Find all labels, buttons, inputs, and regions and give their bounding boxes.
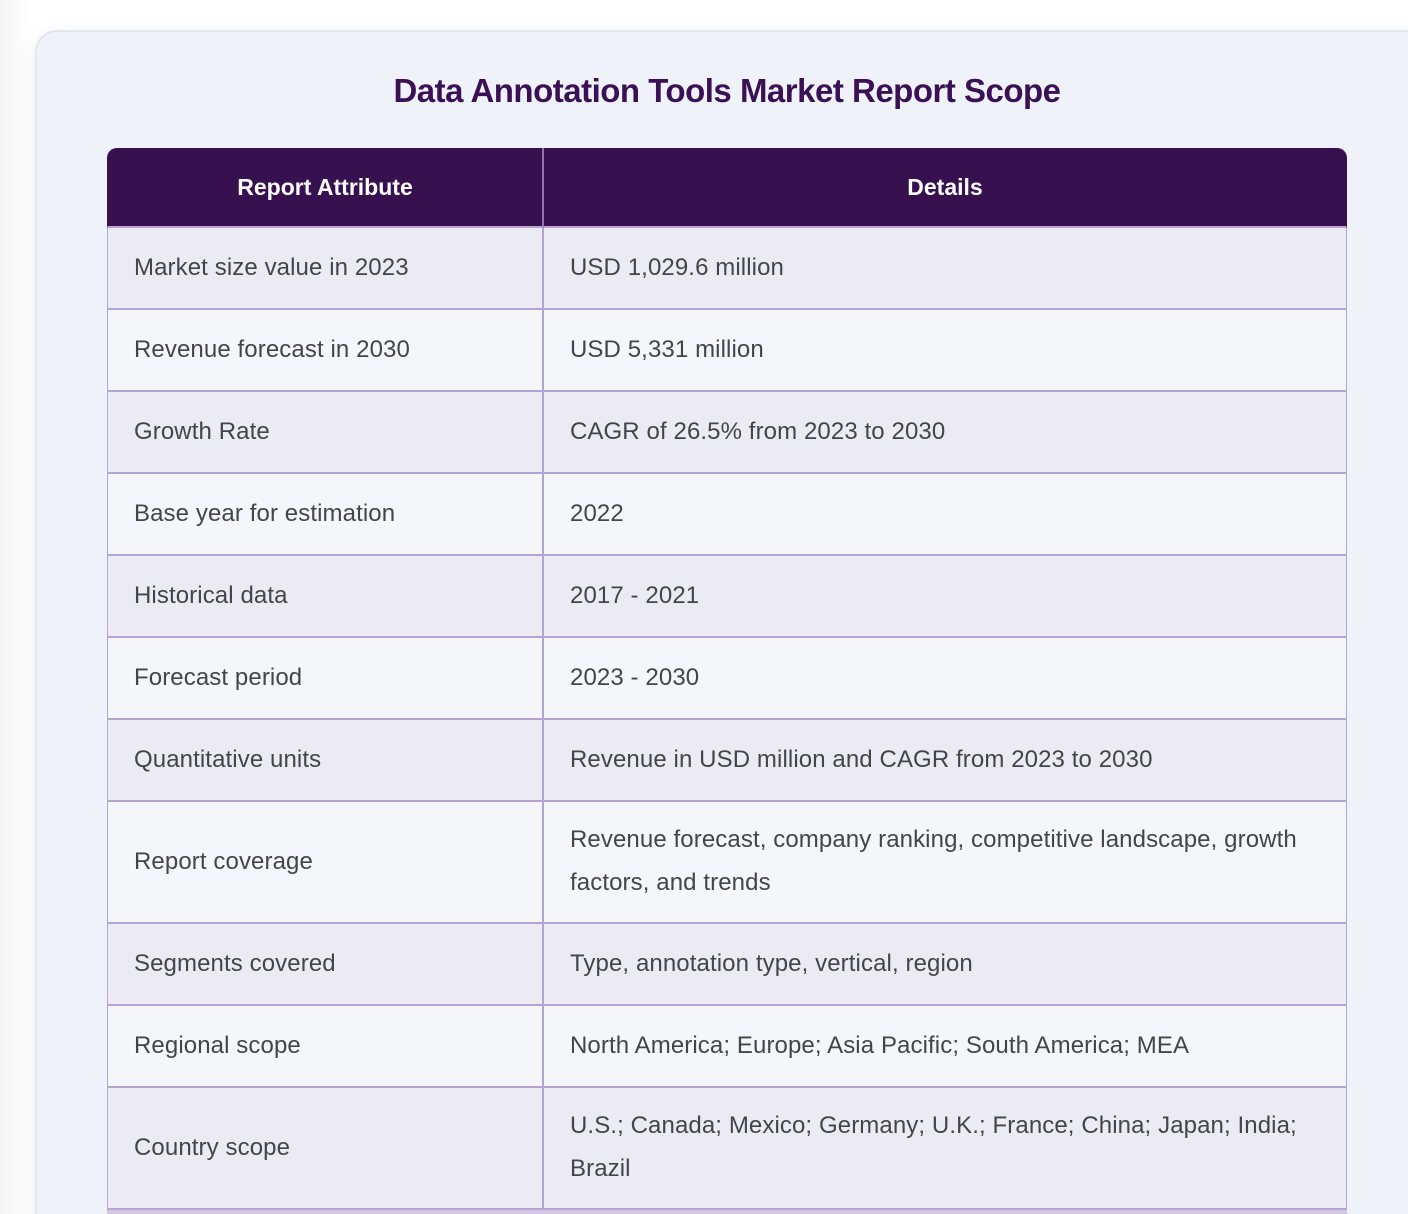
table-row: Revenue forecast in 2030 USD 5,331 milli… [107, 310, 1347, 392]
details-cell: Revenue in USD million and CAGR from 202… [544, 720, 1347, 802]
table-row: Base year for estimation 2022 [107, 474, 1347, 556]
attribute-cell: Forecast period [107, 638, 544, 720]
report-scope-table: Report Attribute Details Market size val… [107, 148, 1347, 1210]
report-scope-card: Data Annotation Tools Market Report Scop… [35, 30, 1408, 1214]
attribute-cell: Segments covered [107, 924, 544, 1006]
cut-off-next-row [107, 1210, 1347, 1214]
details-cell: 2017 - 2021 [544, 556, 1347, 638]
details-cell: USD 5,331 million [544, 310, 1347, 392]
details-cell: USD 1,029.6 million [544, 228, 1347, 310]
details-cell: Type, annotation type, vertical, region [544, 924, 1347, 1006]
column-header-details: Details [544, 148, 1347, 228]
table-row: Forecast period 2023 - 2030 [107, 638, 1347, 720]
table-row: Country scope U.S.; Canada; Mexico; Germ… [107, 1088, 1347, 1210]
attribute-cell: Base year for estimation [107, 474, 544, 556]
table-row: Historical data 2017 - 2021 [107, 556, 1347, 638]
table-row: Segments covered Type, annotation type, … [107, 924, 1347, 1006]
table-header-row: Report Attribute Details [107, 148, 1347, 228]
attribute-cell: Market size value in 2023 [107, 228, 544, 310]
table-row: Market size value in 2023 USD 1,029.6 mi… [107, 228, 1347, 310]
details-cell: 2023 - 2030 [544, 638, 1347, 720]
attribute-cell: Historical data [107, 556, 544, 638]
attribute-cell: Quantitative units [107, 720, 544, 802]
column-header-report-attribute: Report Attribute [107, 148, 544, 228]
details-cell: North America; Europe; Asia Pacific; Sou… [544, 1006, 1347, 1088]
details-cell: 2022 [544, 474, 1347, 556]
attribute-cell: Regional scope [107, 1006, 544, 1088]
attribute-cell: Report coverage [107, 802, 544, 924]
attribute-cell: Country scope [107, 1088, 544, 1210]
table-row: Quantitative units Revenue in USD millio… [107, 720, 1347, 802]
attribute-cell: Revenue forecast in 2030 [107, 310, 544, 392]
table-row: Report coverage Revenue forecast, compan… [107, 802, 1347, 924]
details-cell: U.S.; Canada; Mexico; Germany; U.K.; Fra… [544, 1088, 1347, 1210]
page-title: Data Annotation Tools Market Report Scop… [393, 72, 1061, 109]
attribute-cell: Growth Rate [107, 392, 544, 474]
table-row: Regional scope North America; Europe; As… [107, 1006, 1347, 1088]
table-row: Growth Rate CAGR of 26.5% from 2023 to 2… [107, 392, 1347, 474]
details-cell: Revenue forecast, company ranking, compe… [544, 802, 1347, 924]
details-cell: CAGR of 26.5% from 2023 to 2030 [544, 392, 1347, 474]
